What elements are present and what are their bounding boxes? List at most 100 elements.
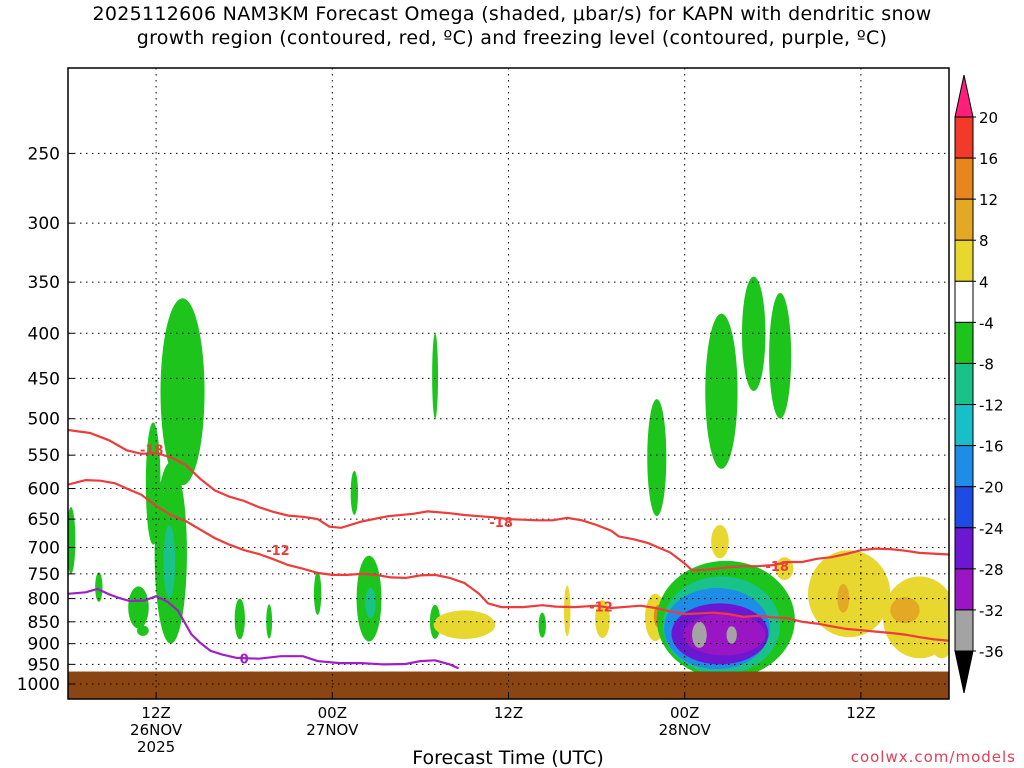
colorbar-box: [954, 404, 974, 447]
omega-region: [145, 422, 161, 545]
contour-labels: -18 -12 -18 -12 -18 0: [140, 444, 789, 668]
omega-region: [769, 292, 792, 419]
colorbar-label: -16: [979, 438, 1004, 456]
omega-region: [68, 507, 76, 574]
omega-region: [711, 524, 729, 559]
omega-region: [163, 524, 176, 599]
chart-title-line1: 2025112606 NAM3KM Forecast Omega (shaded…: [92, 3, 932, 25]
y-tick-label: 750: [28, 565, 60, 585]
y-tick-label: 250: [28, 144, 60, 164]
chart-title-line2: growth region (contoured, red, ºC) and f…: [136, 27, 888, 49]
colorbar-label: -24: [979, 520, 1004, 538]
colorbar-label: -12: [979, 397, 1004, 415]
y-tick-label: 400: [28, 324, 60, 344]
y-tick-label: 1000: [17, 675, 60, 695]
y-tick-label: 350: [28, 273, 60, 293]
x-tick-label: 12Z: [494, 704, 523, 722]
colorbar-box: [954, 157, 974, 200]
colorbar-bottom-triangle: [954, 650, 974, 694]
colorbar-box: [954, 362, 974, 406]
colorbar-label: 16: [979, 150, 998, 168]
omega-region: [95, 572, 103, 602]
y-tick-label: 300: [28, 214, 60, 234]
y-tick-label: 850: [28, 613, 60, 633]
omega-region: [595, 600, 610, 639]
y-tick-label: 650: [28, 510, 60, 530]
x-tick-label: 27NOV: [306, 721, 359, 739]
colorbar-box: [954, 527, 974, 570]
colorbar-box: [954, 239, 974, 282]
x-tick-label: 12Z: [141, 704, 170, 722]
colorbar-label: 12: [979, 191, 998, 209]
y-tick-label: 800: [28, 590, 60, 610]
y-axis: 2503003504004505005506006507007508008509…: [17, 144, 74, 695]
site-credit: coolwx.com/models: [850, 748, 1016, 766]
omega-region: [741, 276, 766, 391]
omega-region: [538, 612, 546, 638]
colorbar-label: 4: [979, 273, 989, 291]
colorbar-label: 20: [979, 109, 998, 127]
x-tick-label: 2025: [137, 738, 175, 756]
x-tick-label: 00Z: [318, 704, 347, 722]
omega-region: [137, 625, 149, 636]
y-tick-label: 950: [28, 655, 60, 675]
omega-shading: [68, 276, 949, 679]
omega-region: [890, 597, 920, 624]
colorbar-box: [954, 280, 974, 323]
omega-region: [564, 585, 571, 637]
colorbar-box: [954, 445, 974, 488]
colorbar-label: -36: [979, 643, 1004, 661]
colorbar-label: -20: [979, 479, 1004, 497]
colorbar-box: [954, 116, 974, 159]
omega-region: [432, 333, 439, 419]
omega-region: [365, 587, 376, 619]
contour-label: -12: [589, 601, 613, 616]
colorbar-box: [954, 568, 974, 611]
omega-region: [647, 399, 667, 517]
contour-label: -12: [266, 544, 290, 559]
contour-label: -18: [765, 560, 789, 575]
contour-label: -18: [489, 516, 513, 531]
omega-region: [726, 626, 737, 644]
y-tick-label: 450: [28, 369, 60, 389]
contour-line: [68, 428, 949, 572]
colorbar: 20 16 12 8 4 -4 -8 -12 -16 -20 -24 -28 -32 -36: [954, 74, 1004, 694]
colorbar-box: [954, 198, 974, 241]
x-axis-label: Forecast Time (UTC): [412, 747, 603, 768]
y-tick-label: 900: [28, 635, 60, 655]
omega-region: [705, 313, 738, 469]
omega-region: [313, 571, 322, 615]
x-tick-label: 12Z: [846, 704, 875, 722]
contour-line: [68, 587, 460, 670]
omega-region: [808, 550, 891, 638]
y-tick-label: 550: [28, 446, 60, 466]
colorbar-label: 8: [979, 232, 989, 250]
colorbar-label: -4: [979, 314, 994, 332]
colorbar-box: [954, 609, 974, 652]
colorbar-box: [954, 486, 974, 529]
x-tick-label: 28NOV: [659, 721, 712, 739]
colorbar-box: [954, 321, 974, 364]
y-tick-label: 500: [28, 410, 60, 430]
contour-label: -18: [140, 444, 164, 459]
omega-region: [350, 470, 358, 515]
x-tick-label: 00Z: [670, 704, 699, 722]
omega-region: [234, 598, 245, 640]
colorbar-label: -28: [979, 561, 1004, 579]
temperature-contours: [68, 428, 949, 670]
omega-region: [128, 586, 149, 629]
colorbar-top-triangle: [954, 74, 974, 118]
colorbar-label: -8: [979, 355, 994, 373]
omega-region: [433, 610, 496, 639]
y-tick-label: 600: [28, 479, 60, 499]
omega-region: [928, 610, 949, 659]
contour-line: [68, 478, 949, 642]
omega-region: [160, 298, 205, 486]
omega-region: [692, 621, 707, 648]
y-tick-label: 700: [28, 538, 60, 558]
contour-label: 0: [240, 652, 249, 667]
colorbar-label: -32: [979, 602, 1004, 620]
x-tick-label: 26NOV: [130, 721, 183, 739]
